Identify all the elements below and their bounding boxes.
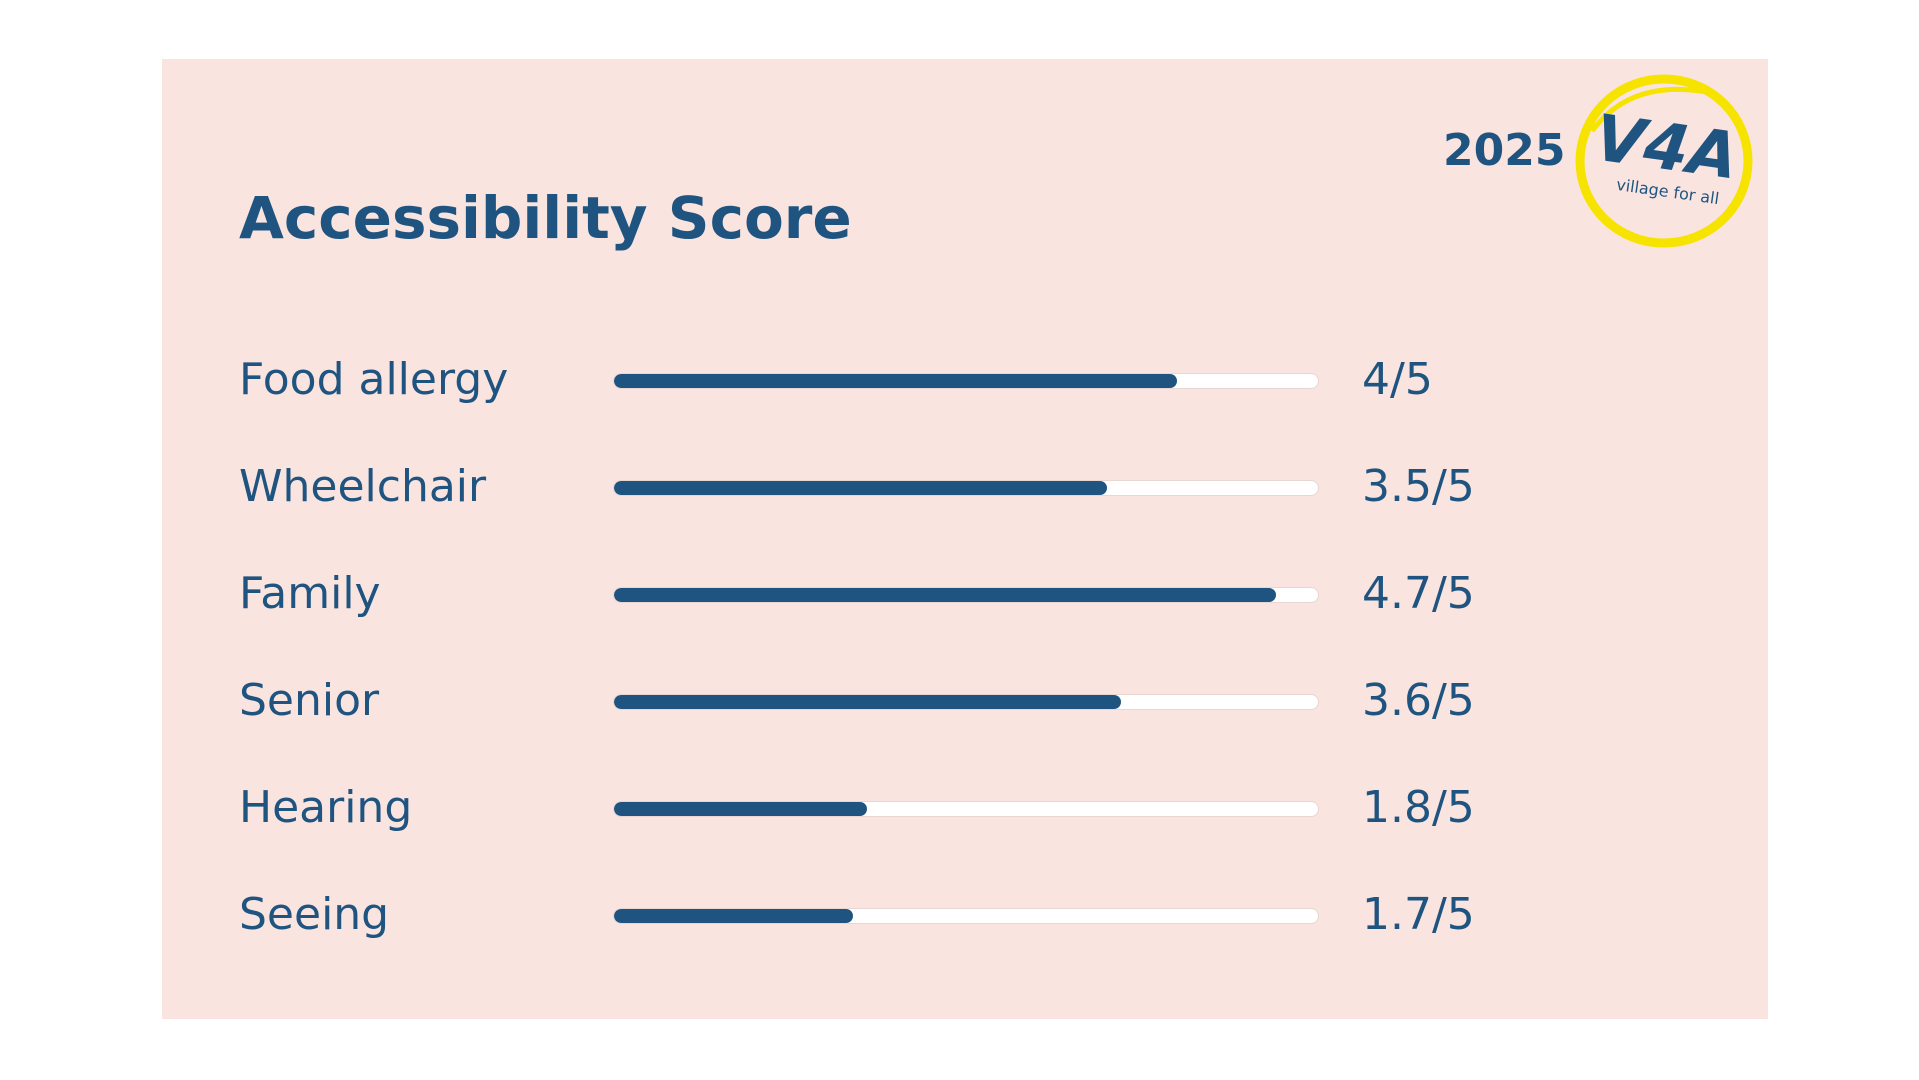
score-row-senior: Senior 3.6/5	[162, 666, 1768, 736]
score-bar-fill	[614, 695, 1121, 709]
score-bar-fill	[614, 374, 1178, 388]
score-value: 1.7/5	[1362, 889, 1475, 940]
score-row-family: Family 4.7/5	[162, 559, 1768, 629]
card-title: Accessibility Score	[239, 184, 852, 252]
score-row-wheelchair: Wheelchair 3.5/5	[162, 452, 1768, 522]
score-value: 1.8/5	[1362, 782, 1475, 833]
score-bar-track	[613, 908, 1319, 924]
score-row-label: Food allergy	[239, 354, 509, 405]
score-row-label: Wheelchair	[239, 461, 487, 512]
score-bar-track	[613, 373, 1319, 389]
score-bar-fill	[614, 802, 868, 816]
score-row-seeing: Seeing 1.7/5	[162, 880, 1768, 950]
score-bar-fill	[614, 481, 1107, 495]
score-row-label: Senior	[239, 675, 380, 726]
v4a-logo: V4A village for all	[1575, 74, 1753, 248]
score-value: 4/5	[1362, 354, 1433, 405]
accessibility-score-card: Accessibility Score 2025 V4A village for…	[162, 59, 1768, 1019]
year-label: 2025	[1443, 125, 1566, 176]
score-bar-fill	[614, 909, 854, 923]
score-bar-fill	[614, 588, 1276, 602]
score-rows: Food allergy 4/5 Wheelchair 3.5/5 Family 4.7/…	[162, 59, 1768, 1019]
score-bar-track	[613, 801, 1319, 817]
score-bar-track	[613, 694, 1319, 710]
score-value: 3.6/5	[1362, 675, 1475, 726]
score-bar-track	[613, 480, 1319, 496]
score-row-label: Hearing	[239, 782, 413, 833]
logo-ring	[1575, 74, 1753, 248]
score-value: 4.7/5	[1362, 568, 1475, 619]
score-row-label: Family	[239, 568, 381, 619]
score-row-label: Seeing	[239, 889, 390, 940]
score-bar-track	[613, 587, 1319, 603]
score-row-hearing: Hearing 1.8/5	[162, 773, 1768, 843]
score-value: 3.5/5	[1362, 461, 1475, 512]
logo-ring-swoosh	[1589, 86, 1713, 133]
score-row-food-allergy: Food allergy 4/5	[162, 345, 1768, 415]
